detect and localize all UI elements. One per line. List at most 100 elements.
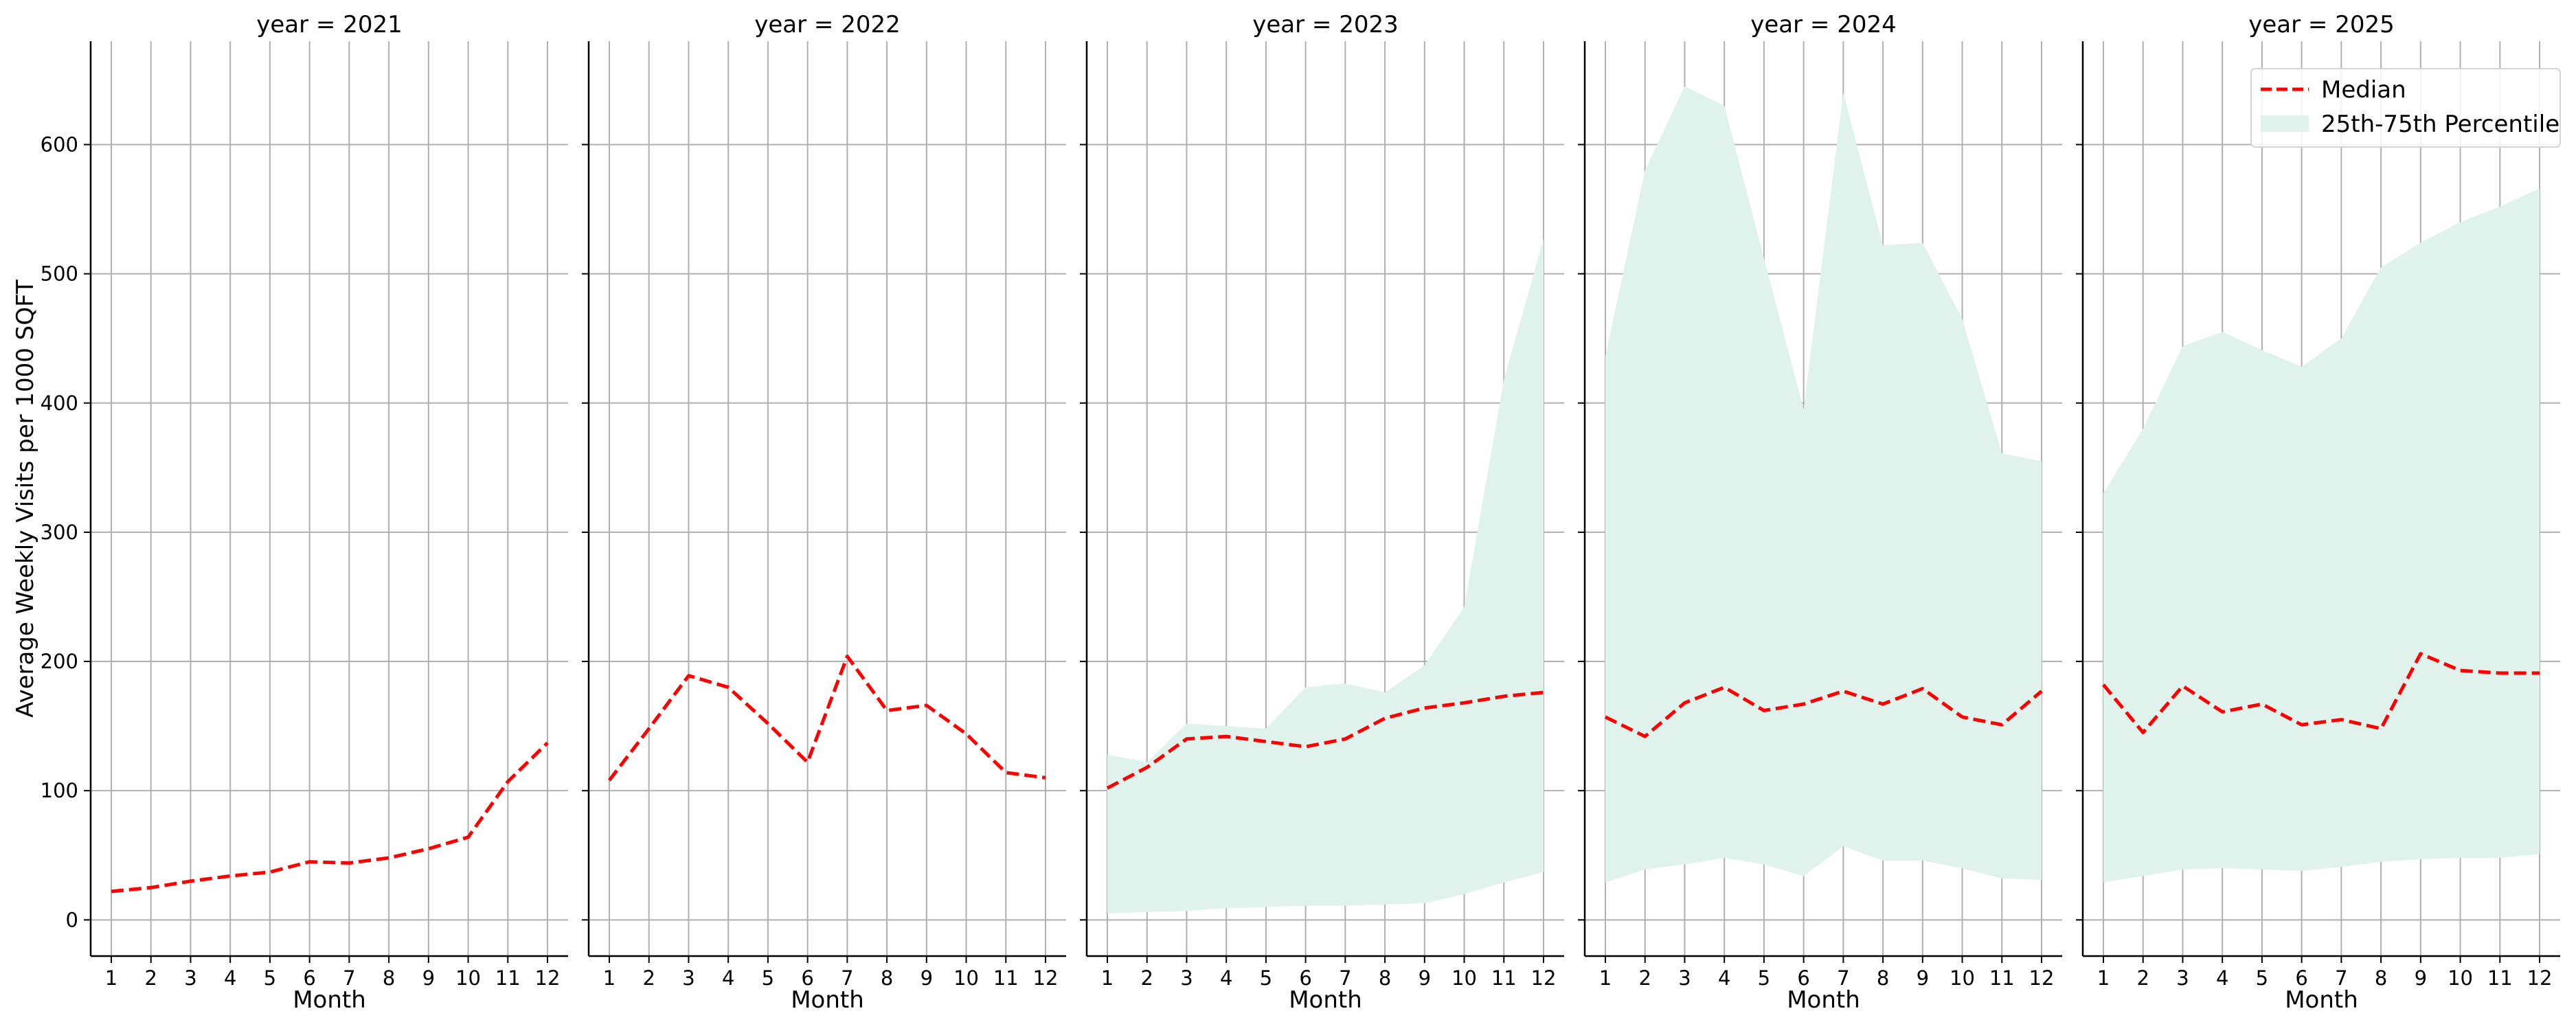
x-tick-label: 11 (993, 966, 1019, 990)
x-tick-label: 9 (2415, 966, 2427, 990)
median-point (1961, 715, 1965, 719)
median-point (726, 685, 730, 690)
median-point (925, 703, 929, 707)
median-point (1722, 685, 1726, 690)
gridlines (91, 41, 568, 956)
median-point (647, 727, 651, 731)
x-axis-title: Month (791, 986, 864, 1014)
x-tick-label: 8 (2375, 966, 2387, 990)
legend-label: 25th-75th Percentile (2321, 111, 2560, 138)
x-tick-label: 1 (2097, 966, 2110, 990)
median-point (2538, 671, 2542, 675)
median-point (2101, 683, 2105, 687)
y-tick-label: 300 (41, 521, 78, 544)
x-axis-title: Month (2285, 986, 2358, 1014)
x-tick-label: 11 (1491, 966, 1517, 990)
x-tick-label: 7 (2335, 966, 2347, 990)
percentile-band (1107, 238, 1544, 913)
median-point (1423, 706, 1427, 710)
x-tick-label: 12 (1531, 966, 1557, 990)
x-tick-label: 8 (383, 966, 395, 990)
median-point (427, 847, 431, 851)
x-tick-label: 7 (841, 966, 853, 990)
x-tick-label: 7 (1837, 966, 1849, 990)
median-point (268, 870, 272, 874)
x-tick-label: 6 (303, 966, 315, 990)
median-point (1004, 771, 1008, 775)
median-point (347, 861, 351, 865)
x-tick-label: 12 (2029, 966, 2055, 990)
median-point (387, 856, 391, 860)
x-axis-title: Month (293, 986, 366, 1014)
x-tick-label: 2 (145, 966, 157, 990)
x-tick-label: 9 (422, 966, 435, 990)
x-tick-label: 8 (1379, 966, 1391, 990)
x-tick-label: 10 (2448, 966, 2473, 990)
legend-box (2250, 68, 2561, 148)
median-point (2220, 710, 2224, 714)
x-tick-label: 10 (1950, 966, 1975, 990)
median-point (1105, 786, 1109, 790)
x-tick-label: 5 (1758, 966, 1770, 990)
x-tick-label: 5 (2256, 966, 2268, 990)
x-tick-label: 9 (1917, 966, 1929, 990)
median-line (111, 741, 549, 894)
x-tick-label: 2 (643, 966, 655, 990)
gridlines (589, 41, 1066, 956)
x-tick-label: 4 (224, 966, 236, 990)
median-point (1502, 694, 1506, 699)
median-point (766, 721, 770, 725)
median-point (308, 860, 312, 864)
median-point (1304, 745, 1308, 749)
x-tick-label: 12 (1033, 966, 1059, 990)
x-tick-label: 5 (264, 966, 276, 990)
x-tick-label: 4 (1220, 966, 1232, 990)
median-point (1043, 775, 1048, 780)
median-point (1343, 737, 1347, 741)
median-point (188, 879, 192, 883)
x-tick-label: 11 (1989, 966, 2015, 990)
x-tick-label: 2 (2137, 966, 2149, 990)
x-tick-label: 6 (801, 966, 813, 990)
median-point (2459, 668, 2463, 672)
x-tick-label: 10 (953, 966, 979, 990)
median-point (1224, 734, 1228, 738)
median-point (686, 674, 690, 678)
median-point (806, 760, 810, 764)
percentile-band (1605, 86, 2042, 883)
x-tick-label: 7 (1339, 966, 1351, 990)
median-point (1682, 701, 1686, 705)
median-point (545, 741, 550, 745)
median-point (1541, 690, 1546, 694)
x-tick-label: 7 (343, 966, 355, 990)
median-point (228, 874, 232, 878)
y-axis-title: Average Weekly Visits per 1000 SQFT (12, 280, 39, 718)
legend-band-swatch (2261, 115, 2309, 132)
x-tick-label: 3 (184, 966, 196, 990)
x-tick-label: 9 (1419, 966, 1431, 990)
median-line (2102, 652, 2540, 734)
y-tick-label: 0 (66, 908, 78, 931)
median-point (466, 835, 471, 839)
median-points (607, 655, 1048, 783)
panel-title: year = 2024 (1750, 11, 1896, 38)
median-point (2180, 684, 2184, 688)
x-tick-label: 4 (1718, 966, 1730, 990)
x-tick-label: 11 (2487, 966, 2513, 990)
percentile-band (2103, 188, 2540, 883)
median-point (2040, 689, 2044, 693)
median-point (109, 889, 113, 894)
y-tick-label: 100 (41, 779, 78, 802)
median-point (2419, 652, 2423, 656)
median-point (885, 709, 889, 713)
median-point (845, 655, 849, 659)
median-point (1921, 687, 1925, 691)
median-point (2379, 727, 2383, 731)
legend-label: Median (2321, 76, 2406, 104)
median-point (1762, 709, 1766, 713)
median-line (608, 655, 1046, 782)
median-point (2260, 702, 2264, 706)
